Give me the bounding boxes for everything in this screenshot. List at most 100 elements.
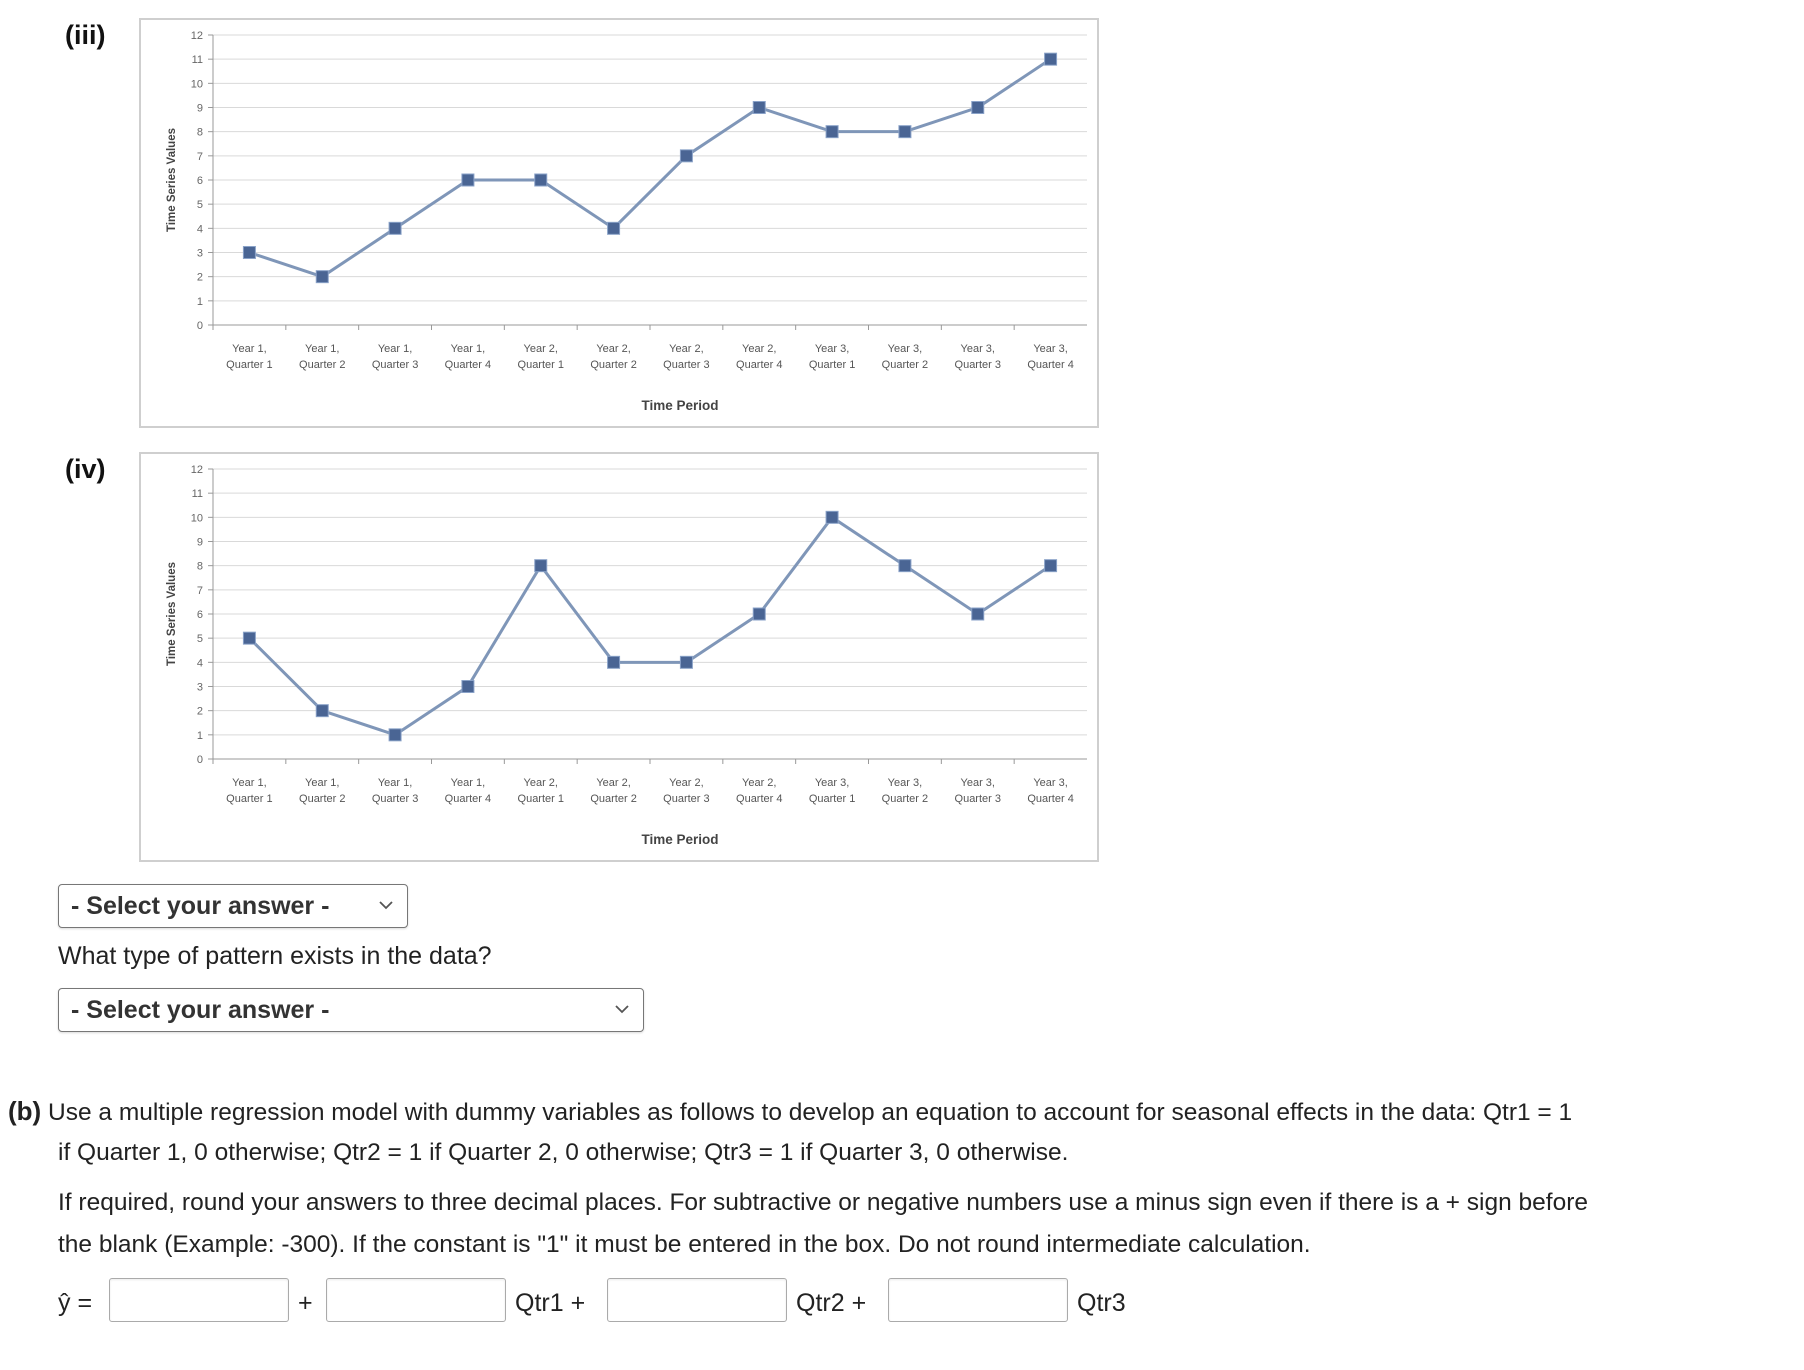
y-tick-label: 7 xyxy=(197,585,203,597)
data-point xyxy=(315,270,329,284)
y-tick-label: 1 xyxy=(197,296,203,308)
x-axis-title: Time Period xyxy=(641,832,718,847)
data-point xyxy=(1044,559,1058,573)
chevron-down-icon xyxy=(379,901,393,910)
y-tick-label: 6 xyxy=(197,609,203,621)
chart-label-iv: (iv) xyxy=(65,454,106,484)
plus-sign: + xyxy=(298,1289,313,1317)
x-tick-label: Year 2, Quarter 4 xyxy=(736,343,782,371)
y-tick-label: 7 xyxy=(197,151,203,163)
data-point xyxy=(898,559,912,573)
data-point xyxy=(679,655,693,669)
y-tick-label: 12 xyxy=(191,464,203,476)
data-point xyxy=(1044,52,1058,66)
constant-input[interactable] xyxy=(109,1278,289,1322)
qtr3-coefficient-input[interactable] xyxy=(888,1278,1068,1322)
data-point xyxy=(388,728,402,742)
pattern-select[interactable]: - Select your answer - xyxy=(58,988,644,1032)
data-point xyxy=(752,101,766,114)
y-tick-label: 9 xyxy=(197,537,203,549)
y-tick-label: 9 xyxy=(197,103,203,115)
y-tick-label: 8 xyxy=(197,561,203,573)
y-tick-label: 11 xyxy=(192,54,203,66)
x-tick-label: Year 2, Quarter 4 xyxy=(736,777,782,805)
x-tick-label: Year 3, Quarter 4 xyxy=(1027,343,1073,371)
data-point xyxy=(242,631,256,645)
x-tick-label: Year 1, Quarter 4 xyxy=(445,777,491,805)
x-tick-label: Year 3, Quarter 2 xyxy=(882,777,928,805)
y-tick-label: 10 xyxy=(191,78,203,90)
y-tick-label: 2 xyxy=(197,706,203,718)
instructions-line2: the blank (Example: -300). If the consta… xyxy=(58,1231,1311,1258)
x-tick-label: Year 1, Quarter 3 xyxy=(372,777,418,805)
x-tick-label: Year 3, Quarter 3 xyxy=(955,343,1001,371)
x-tick-label: Year 2, Quarter 3 xyxy=(663,343,709,371)
x-axis-title: Time Period xyxy=(641,398,718,413)
x-tick-label: Year 3, Quarter 2 xyxy=(882,343,928,371)
y-tick-label: 11 xyxy=(192,488,203,500)
data-point xyxy=(534,559,548,573)
qtr3-label: Qtr3 xyxy=(1077,1289,1126,1317)
x-tick-label: Year 1, Quarter 2 xyxy=(299,777,345,805)
chart-iii: 0 1 2 3 4 5 6 7 8 9 10 11 12 Year 1, Quarter 1 Year 1, Q… xyxy=(139,18,1099,428)
answer-select-1-text: - Select your answer - xyxy=(71,891,330,920)
x-tick-label: Year 1, Quarter 1 xyxy=(226,343,272,371)
y-tick-label: 3 xyxy=(197,682,203,694)
y-tick-label: 5 xyxy=(197,199,203,211)
y-axis-title: Time Series Values xyxy=(166,562,178,666)
data-point xyxy=(242,246,256,259)
data-point xyxy=(461,680,475,693)
data-point xyxy=(679,149,693,163)
y-tick-label: 6 xyxy=(197,175,203,187)
series-line xyxy=(248,57,1052,279)
y-axis-title: Time Series Values xyxy=(166,128,178,232)
y-tick-label: 2 xyxy=(197,272,203,284)
qtr1-label: Qtr1 + xyxy=(515,1289,586,1317)
y-tick-label: 8 xyxy=(197,127,203,139)
y-tick-label: 1 xyxy=(197,730,203,742)
y-tick-label: 4 xyxy=(197,657,203,669)
data-point xyxy=(607,655,621,669)
part-b-line1: Use a multiple regression model with dum… xyxy=(48,1099,1573,1126)
data-point xyxy=(898,125,912,139)
y-tick-label: 10 xyxy=(191,512,203,524)
y-tick-label: 3 xyxy=(197,248,203,260)
chevron-down-icon xyxy=(615,1005,629,1014)
x-tick-label: Year 1, Quarter 1 xyxy=(226,777,272,805)
x-tick-label: Year 3, Quarter 4 xyxy=(1027,777,1073,805)
data-point xyxy=(971,607,985,621)
x-tick-label: Year 1, Quarter 2 xyxy=(299,343,345,371)
chart-label-iii: (iii) xyxy=(65,20,106,50)
data-point xyxy=(752,607,766,621)
y-tick-label: 5 xyxy=(197,633,203,645)
y-tick-label: 12 xyxy=(191,30,203,42)
x-tick-label: Year 3, Quarter 1 xyxy=(809,777,855,805)
pattern-select-text: - Select your answer - xyxy=(71,995,330,1024)
x-tick-label: Year 2, Quarter 1 xyxy=(518,777,564,805)
part-b-description: (b) Use a multiple regression model with… xyxy=(8,1090,1798,1134)
data-point xyxy=(534,173,548,187)
answer-select-1[interactable]: - Select your answer - xyxy=(58,884,408,928)
data-point xyxy=(607,221,621,235)
y-tick-label: 0 xyxy=(197,320,203,332)
qtr2-coefficient-input[interactable] xyxy=(607,1278,787,1322)
data-point xyxy=(461,173,475,187)
y-tick-label: 0 xyxy=(197,754,203,766)
x-tick-label: Year 1, Quarter 3 xyxy=(372,343,418,371)
x-tick-label: Year 2, Quarter 2 xyxy=(590,777,636,805)
data-point xyxy=(388,221,402,235)
data-point xyxy=(315,704,329,718)
data-point xyxy=(971,101,985,114)
y-tick-label: 4 xyxy=(197,223,203,235)
chart-iv: 0 1 2 3 4 5 6 7 8 9 10 11 12 Year 1, Quarter 1 Year 1, Q… xyxy=(139,452,1099,862)
x-tick-label: Year 3, Quarter 1 xyxy=(809,343,855,371)
x-tick-label: Year 2, Quarter 1 xyxy=(518,343,564,371)
part-b-line2: if Quarter 1, 0 otherwise; Qtr2 = 1 if Q… xyxy=(58,1139,1069,1166)
qtr1-coefficient-input[interactable] xyxy=(326,1278,506,1322)
y-hat-label: ŷ = xyxy=(58,1289,93,1317)
series-line xyxy=(248,515,1052,737)
x-tick-label: Year 2, Quarter 3 xyxy=(663,777,709,805)
x-tick-label: Year 3, Quarter 3 xyxy=(955,777,1001,805)
